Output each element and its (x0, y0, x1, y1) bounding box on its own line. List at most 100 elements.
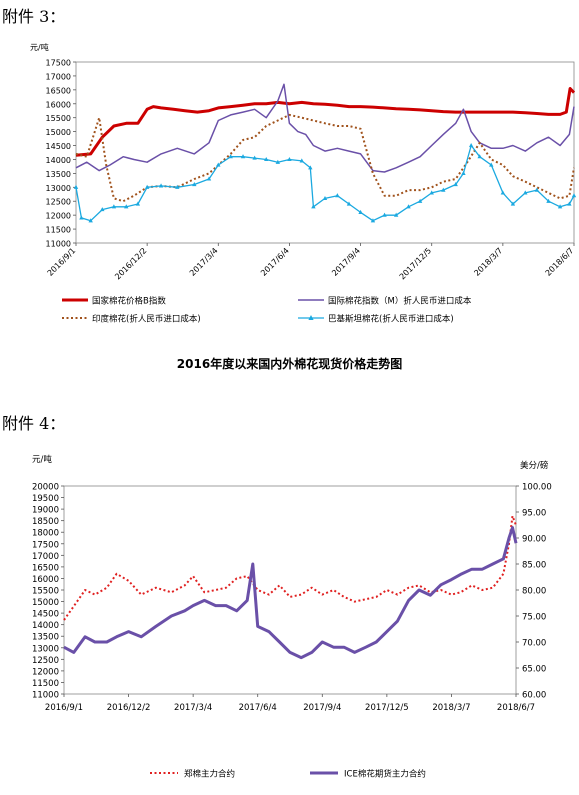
x-tick-label: 2018/6/7 (497, 703, 535, 713)
series-point-3 (275, 159, 281, 164)
y2-axis-label: 美分/磅 (520, 460, 549, 471)
y-axis-label: 元/吨 (32, 454, 52, 465)
series-line-1 (75, 83, 575, 173)
y-tick-label: 16500 (46, 86, 71, 95)
legend-label-0: 郑棉主力合约 (184, 769, 235, 780)
y-tick-label: 17000 (46, 72, 71, 81)
y-tick-label: 17500 (32, 540, 59, 550)
plot-frame (63, 485, 517, 695)
y-tick-label: 18500 (32, 517, 59, 527)
series-point-3 (571, 193, 577, 198)
y2-tick-label: 90.00 (522, 535, 546, 545)
series-point-3 (441, 187, 446, 192)
y-tick-label: 11500 (46, 226, 71, 235)
y-tick-label: 11000 (32, 691, 59, 701)
y-tick-label: 19500 (32, 494, 59, 504)
y-tick-label: 18000 (32, 529, 59, 539)
y-tick-label: 20000 (32, 483, 59, 493)
series-point-3 (308, 165, 313, 170)
y-tick-label: 12000 (32, 667, 59, 677)
y-tick-label: 15000 (32, 598, 59, 608)
y2-tick-label: 95.00 (522, 509, 546, 519)
series-line-1 (63, 526, 518, 660)
series-line-0 (75, 87, 576, 157)
series-point-3 (393, 212, 399, 217)
y2-tick-label: 60.00 (522, 691, 546, 701)
legend-label-2: 印度棉花(折人民币进口成本) (92, 314, 201, 325)
series-point-3 (406, 204, 411, 209)
series-point-3 (192, 182, 197, 187)
x-tick-label: 2018/3/7 (432, 703, 470, 713)
x-tick-label: 2016/12/2 (107, 703, 151, 713)
series-point-3 (228, 154, 233, 159)
series-point-3 (429, 190, 434, 195)
y-tick-label: 12000 (46, 212, 71, 221)
y-tick-label: 12500 (46, 198, 71, 207)
series-point-3 (73, 184, 79, 189)
y-tick-label: 13500 (32, 633, 59, 643)
y-axis-label: 元/吨 (30, 42, 49, 52)
series-point-3 (346, 201, 352, 206)
series-point-3 (311, 204, 316, 209)
series-point-3 (158, 183, 164, 188)
series-point-3 (382, 212, 387, 217)
y-tick-label: 16500 (32, 563, 59, 573)
series-point-3 (453, 182, 458, 187)
series-point-3 (206, 176, 212, 181)
x-tick-label: 2017/9/4 (303, 703, 341, 713)
y-tick-label: 17500 (46, 59, 71, 68)
legend-label-3: 巴基斯坦棉花(折人民币进口成本) (328, 314, 454, 325)
series-point-3 (252, 155, 257, 160)
y2-tick-label: 80.00 (522, 587, 546, 597)
chart-1: 元/吨 11000 11500 12000 12500 13000 13500 14000 14… (30, 42, 577, 325)
series-point-3 (88, 218, 93, 223)
plot-frame (75, 61, 575, 244)
series-point-3 (287, 156, 292, 162)
y-tick-label: 13000 (46, 184, 71, 193)
series-point-3 (546, 198, 551, 203)
series-point-3 (100, 207, 105, 212)
series-point-3 (358, 209, 363, 214)
y-tick-label: 11000 (46, 240, 71, 249)
series-point-3 (240, 154, 246, 159)
series-point-3 (111, 204, 117, 209)
y2-tick-label: 100.00 (522, 483, 552, 493)
series-line-0 (63, 515, 517, 621)
attachment-3-heading: 附件 3： (2, 7, 66, 26)
attachment-4-heading: 附件 4： (2, 414, 66, 433)
y-tick-label: 14500 (32, 610, 59, 620)
series-point-3 (370, 218, 376, 223)
series-point-3 (144, 184, 150, 189)
y-tick-label: 15000 (46, 128, 71, 137)
legend-marker-3 (308, 315, 314, 320)
series-point-3 (461, 170, 466, 175)
y-tick-label: 16000 (46, 100, 71, 109)
legend-label-0: 国家棉花价格B指数 (92, 296, 166, 307)
y-tick-label: 17000 (32, 552, 59, 562)
y2-tick-label: 85.00 (522, 561, 546, 571)
series-point-3 (264, 156, 269, 162)
series-point-3 (216, 162, 221, 167)
series-point-3 (135, 201, 141, 206)
series-point-3 (567, 201, 572, 206)
y-tick-label: 19000 (32, 506, 59, 516)
x-tick-label: 2016/9/1 (45, 703, 83, 713)
series-point-3 (335, 193, 340, 198)
series-point-3 (124, 204, 129, 209)
series-point-3 (299, 158, 305, 163)
series-point-3 (523, 190, 528, 195)
y-tick-label: 14000 (46, 156, 71, 165)
y-tick-label: 15500 (32, 587, 59, 597)
series-line-2 (75, 113, 575, 203)
y-tick-label: 11500 (32, 679, 59, 689)
series-point-3 (79, 215, 84, 220)
y-tick-label: 16000 (32, 575, 59, 585)
x-tick-label: 2017/6/4 (239, 703, 277, 713)
series-point-3 (322, 195, 328, 201)
series-point-3 (500, 190, 506, 195)
series-point-3 (417, 198, 423, 203)
series-point-3 (557, 204, 563, 209)
series-point-3 (489, 162, 494, 167)
y-tick-label: 13500 (46, 170, 71, 179)
